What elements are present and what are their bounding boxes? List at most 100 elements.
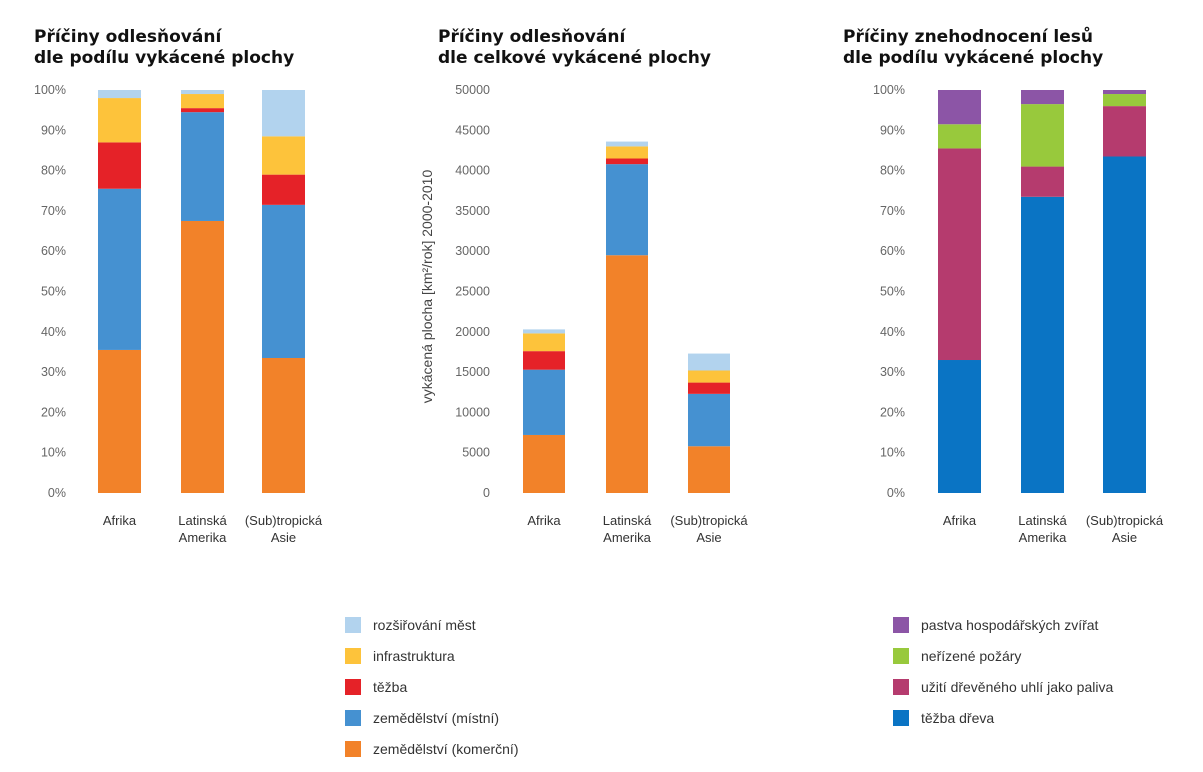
x-tick-label: (Sub)tropická Asie [670, 513, 748, 545]
legend-label: těžba [373, 679, 408, 695]
chart-title: Příčiny znehodnocení lesů dle podílu vyk… [843, 27, 1103, 69]
bar-segment [98, 98, 141, 143]
x-tick-label-line: Amerika [179, 530, 227, 545]
y-tick-label: 20% [880, 405, 905, 419]
bar-segment [1103, 94, 1146, 107]
bar-segment [262, 136, 305, 175]
y-tick-label: 10% [880, 446, 905, 460]
chart-title-line: dle celkové vykácené plochy [438, 48, 711, 68]
legend-item: pastva hospodářských zvířat [893, 617, 1113, 648]
legend-label: užití dřevěného uhlí jako paliva [921, 679, 1114, 695]
chart-plot: 0% 10% 20% 30% 40% 50% 60% 70% 80% 90% 100% Afrika L… [34, 83, 323, 545]
bar-segment [1103, 106, 1146, 157]
bar-segment [688, 382, 730, 394]
bar-segment [688, 370, 730, 383]
legend-swatch [345, 679, 361, 695]
legend-item: těžba dřeva [893, 710, 1113, 741]
bar-segment [523, 434, 565, 493]
y-tick-label: 20% [41, 405, 66, 419]
y-tick-label: 70% [41, 204, 66, 218]
x-tick-label-line: (Sub)tropická [1086, 513, 1164, 528]
x-tick-label-line: (Sub)tropická [670, 513, 748, 528]
bar-segment [523, 333, 565, 352]
x-tick-label-line: Afrika [527, 513, 561, 528]
y-tick-label: 40000 [455, 164, 490, 178]
x-tick-label-line: Amerika [603, 530, 651, 545]
bar-segment [688, 446, 730, 493]
bar-segment [938, 148, 981, 361]
y-tick-label: 50% [880, 285, 905, 299]
y-tick-label: 15000 [455, 365, 490, 379]
bar-segment [98, 188, 141, 350]
chart-title-line: Příčiny odlesňování [34, 27, 222, 47]
x-tick-label: Afrika [103, 513, 137, 528]
chart-plot: 0 5000 10000 15000 20000 25000 30000 35000 40000… [419, 83, 748, 545]
y-tick-label: 30% [41, 365, 66, 379]
legend-swatch [893, 648, 909, 664]
x-tick-label-line: Latinská [1018, 513, 1067, 528]
bar-segment [606, 158, 648, 165]
y-tick-label: 45000 [455, 123, 490, 137]
x-tick-label-line: Asie [1112, 530, 1137, 545]
y-tick-label: 100% [873, 83, 905, 97]
bar-segment [523, 329, 565, 334]
y-tick-label: 0% [48, 486, 66, 500]
bar-segment [688, 393, 730, 447]
bar-segment [181, 90, 224, 95]
bar-segment [938, 90, 981, 125]
y-tick-label: 80% [41, 164, 66, 178]
bar-segment [523, 351, 565, 370]
bar-segment [98, 349, 141, 493]
bar-segment [98, 142, 141, 189]
bar-segment [688, 353, 730, 371]
bar-segment [181, 220, 224, 493]
x-tick-label-line: Afrika [943, 513, 977, 528]
x-tick-label-line: Amerika [1019, 530, 1067, 545]
x-tick-label: (Sub)tropická Asie [245, 513, 323, 545]
y-tick-label: 10% [41, 446, 66, 460]
bar-segment [262, 174, 305, 205]
legend-swatch [345, 710, 361, 726]
legend-item: rozšiřování měst [345, 617, 518, 648]
y-tick-label: 80% [880, 164, 905, 178]
chart-plot: 0% 10% 20% 30% 40% 50% 60% 70% 80% 90% 100% Afrika L… [873, 83, 1164, 545]
y-tick-label: 90% [41, 123, 66, 137]
x-tick-label-line: (Sub)tropická [245, 513, 323, 528]
chart-title-line: dle podílu vykácené plochy [843, 48, 1104, 68]
y-tick-label: 50% [41, 285, 66, 299]
x-tick-label-line: Afrika [103, 513, 137, 528]
y-tick-label: 0% [887, 486, 905, 500]
legend-label: infrastruktura [373, 648, 455, 664]
x-tick-label: (Sub)tropická Asie [1086, 513, 1164, 545]
bar-segment [181, 94, 224, 109]
x-tick-label-line: Latinská [178, 513, 227, 528]
bar-segment [938, 124, 981, 149]
x-tick-label: Latinská Amerika [603, 513, 652, 545]
y-tick-label: 30% [880, 365, 905, 379]
bar-segment [606, 255, 648, 493]
bar-segment [181, 112, 224, 221]
y-tick-label: 40% [880, 325, 905, 339]
y-tick-label: 10000 [455, 405, 490, 419]
legend-item: zemědělství (místní) [345, 710, 518, 741]
legend-item: infrastruktura [345, 648, 518, 679]
y-tick-label: 35000 [455, 204, 490, 218]
bar-segment [606, 146, 648, 159]
legend-item: zemědělství (komerční) [345, 741, 518, 772]
bar-segment [1103, 90, 1146, 95]
bar-segment [938, 360, 981, 493]
y-tick-label: 5000 [462, 446, 490, 460]
bar-segment [1021, 196, 1064, 494]
chart-title: Příčiny odlesňování dle celkové vykácené… [438, 27, 711, 69]
x-tick-label: Afrika [943, 513, 977, 528]
chart-title-line: Příčiny odlesňování [438, 27, 626, 47]
legend-swatch [345, 648, 361, 664]
y-axis-label: vykácená plocha [km²/rok] 2000-2010 [419, 170, 435, 404]
legend-label: neřízené požáry [921, 648, 1022, 664]
bar-segment [262, 357, 305, 493]
chart-title-line: Příčiny znehodnocení lesů [843, 27, 1093, 47]
legend-item: neřízené požáry [893, 648, 1113, 679]
y-tick-label: 70% [880, 204, 905, 218]
legend-item: užití dřevěného uhlí jako paliva [893, 679, 1113, 710]
y-tick-label: 40% [41, 325, 66, 339]
